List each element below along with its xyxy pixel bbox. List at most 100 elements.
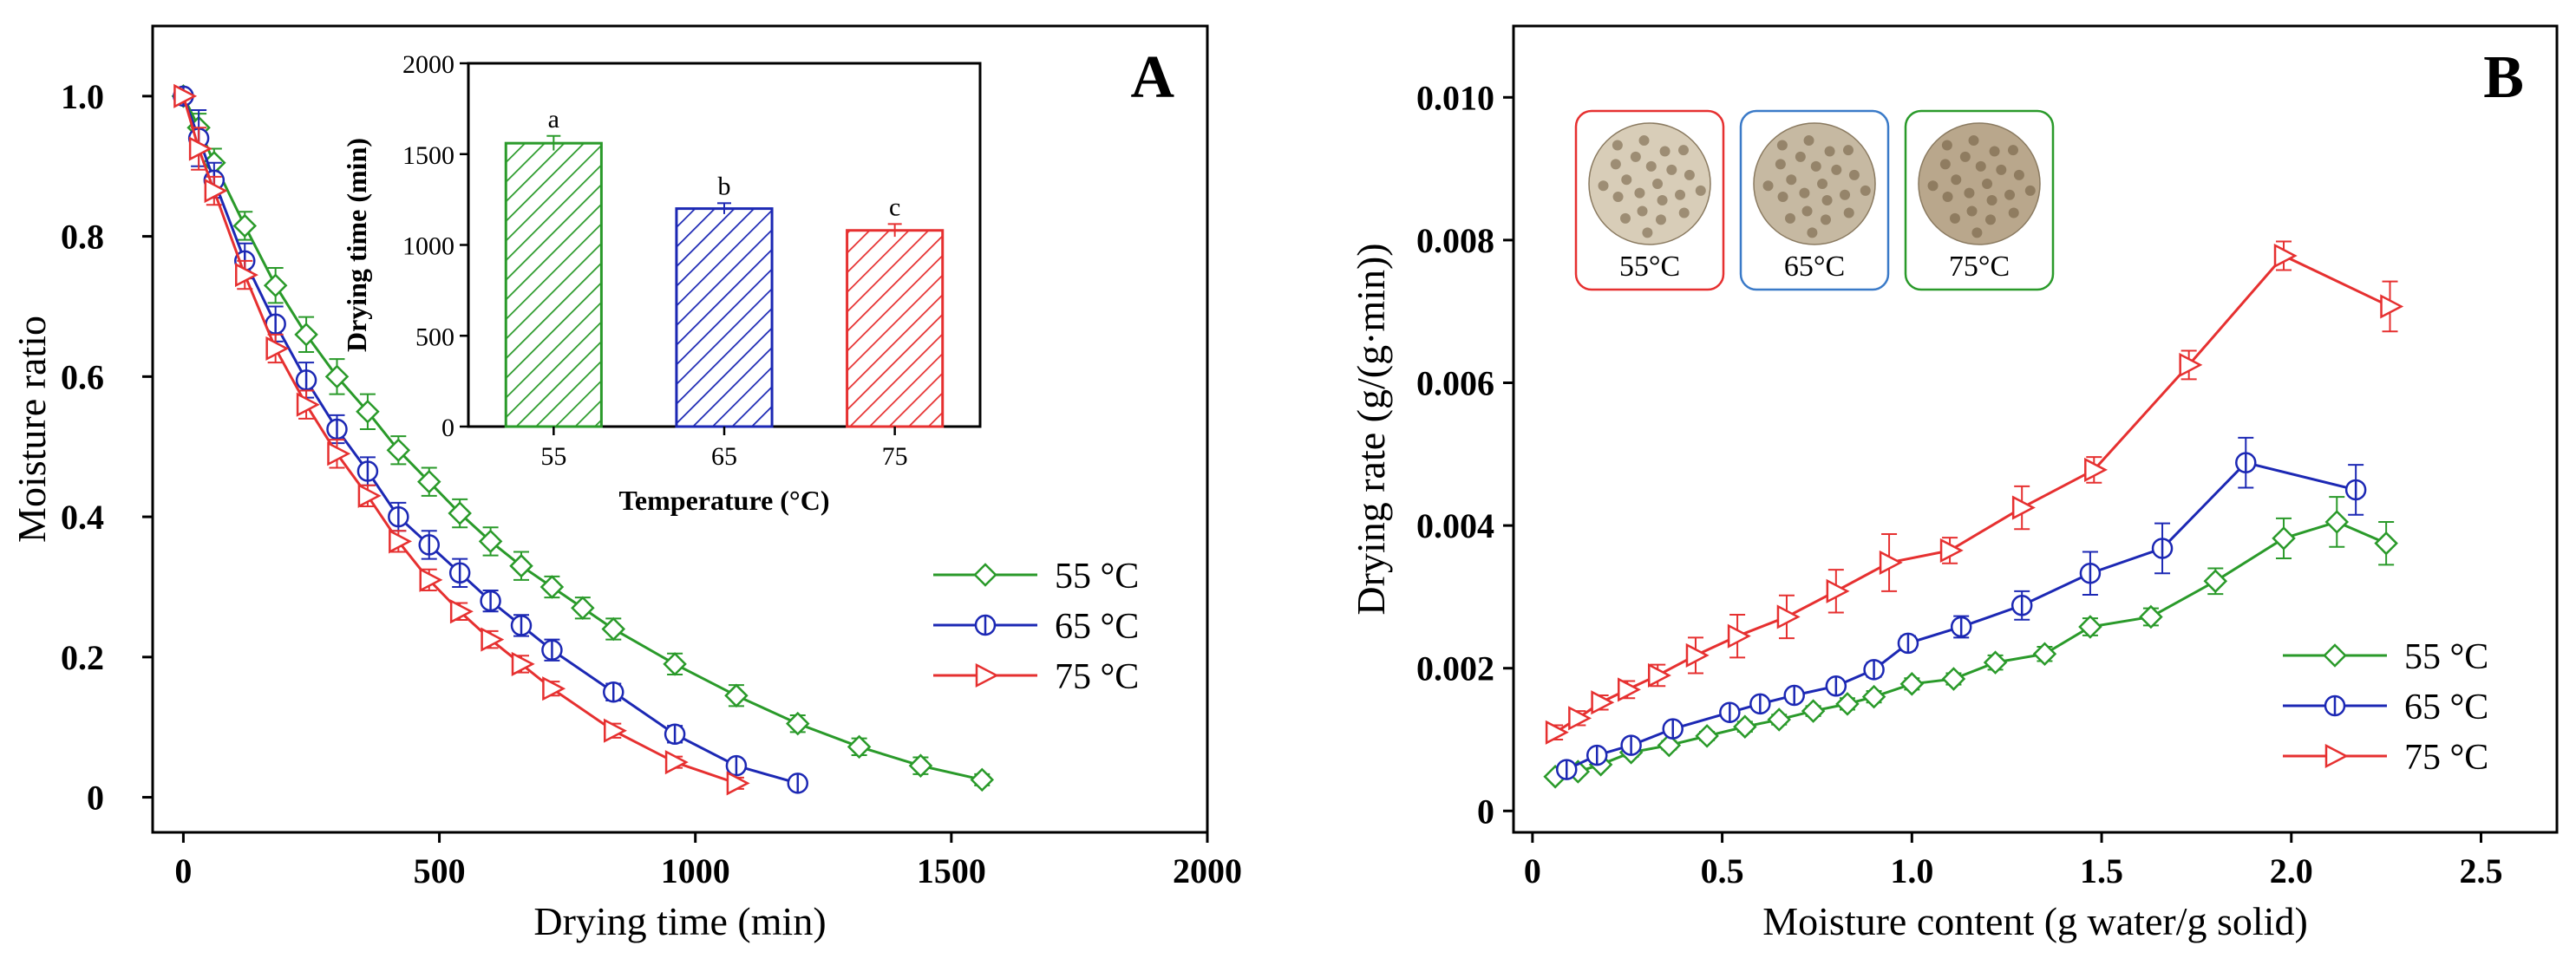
data-point-65-c (2344, 479, 2367, 501)
data-point-55-c (478, 529, 503, 554)
sample-texture-dot (1986, 194, 1997, 205)
sample-texture-dot (2024, 185, 2036, 196)
sample-texture-dot (1971, 227, 1983, 238)
panel-a-moisture-ratio-chart: 0 500 1000 1500 2000 0 0.2 0.4 0.6 0.8 1.0 Drying t… (10, 24, 1242, 943)
y-tick-label-1-0: 1.0 (61, 77, 104, 116)
data-point-65-c (2079, 562, 2102, 584)
legend-label-65-c: 65 °C (2404, 688, 2488, 727)
data-point-55-c (386, 438, 411, 463)
sample-texture-dot (1652, 179, 1664, 189)
data-point-65-c (418, 534, 441, 556)
sample-texture-dot (1645, 160, 1657, 172)
significance-letter-55: a (548, 105, 559, 134)
sample-texture-dot (1810, 160, 1821, 172)
data-point-55-c (663, 652, 687, 676)
x-tick-label-0-5: 0.5 (1701, 851, 1744, 890)
data-point-55-c (416, 469, 441, 494)
inset-y-tick-label-0: 0 (441, 414, 454, 442)
data-point-75-c (188, 136, 212, 161)
data-point-55-c (2272, 526, 2296, 551)
sample-texture-dot (1612, 192, 1624, 203)
data-point-65-c (295, 369, 317, 391)
significance-letter-75: c (889, 192, 900, 221)
data-point-55-c (294, 323, 318, 347)
sample-texture-dot (1621, 174, 1632, 186)
x-tick-label-1000: 1000 (661, 851, 730, 890)
data-point-75-c (2179, 352, 2203, 377)
x-tick-label-500: 500 (414, 851, 466, 890)
y-tick-label-0-002: 0.002 (1416, 649, 1494, 688)
y-tick-label-0-2: 0.2 (61, 638, 104, 677)
inset-x-tick-label-65: 65 (711, 442, 737, 471)
data-point-65-c (356, 460, 379, 482)
data-point-65-c (448, 562, 471, 584)
panel-b-drying-rate-chart: 0 0.5 1.0 1.5 2.0 2.5 0 0.002 0.004 0.006 0.008 0.0… (1349, 24, 2559, 943)
sample-texture-dot (1801, 205, 1813, 217)
data-point-55-c (1657, 733, 1682, 758)
sample-texture-dot (1807, 227, 1818, 238)
data-point-75-c (664, 750, 689, 775)
inset-y-tick-label-1000: 1000 (402, 232, 454, 261)
data-point-75-c (2273, 243, 2298, 269)
data-point-65-c (1555, 759, 1578, 780)
panel-a-inset-drying-time-bar-chart: 0 500 1000 1500 2000 a 55 b 65 c 75 Temperature (°C… (341, 50, 982, 516)
data-point-65-c (1950, 616, 1972, 638)
x-tick-label-2-0: 2.0 (2270, 851, 2313, 890)
sample-texture-dot (1619, 212, 1631, 224)
series-line-65-c (182, 95, 799, 785)
y-tick-label-0-8: 0.8 (61, 218, 104, 257)
data-point-65-c (1825, 675, 1847, 697)
inset-bar-65 (675, 207, 774, 428)
sample-texture-dot (1612, 140, 1623, 151)
data-point-55-c (571, 596, 595, 620)
sample-texture-dot (1927, 180, 1939, 192)
data-point-75-c (1776, 604, 1801, 629)
sample-texture-dot (1941, 140, 1952, 151)
y-tick-label-0-004: 0.004 (1416, 506, 1494, 545)
photo-caption-55-c: 55°C (1619, 251, 1680, 283)
sample-texture-dot (1959, 151, 1971, 162)
sample-texture-dot (1776, 140, 1788, 151)
plot-frame (151, 24, 1209, 834)
sample-texture-dot (1840, 189, 1851, 200)
data-point-55-c (232, 213, 258, 238)
sample-texture-dot (1803, 135, 1814, 147)
data-point-55-c (908, 753, 933, 778)
sample-texture-dot (1842, 145, 1854, 156)
inset-y-tick-label-2000: 2000 (402, 50, 454, 79)
inset-y-tick-label-1500: 1500 (402, 141, 454, 170)
sample-photos: 55°C 65°C 75°C (1574, 109, 2055, 291)
legend-marker-75-c (975, 662, 999, 688)
inset-bar-75 (846, 229, 945, 428)
sample-texture-dot (1843, 207, 1854, 218)
sample-texture-dot (1657, 194, 1668, 205)
sample-texture-dot (1817, 179, 1828, 189)
data-point-55-c (509, 553, 533, 578)
data-point-55-c (1733, 714, 1757, 739)
data-point-65-c (480, 590, 501, 612)
sample-texture-dot (1996, 164, 2007, 175)
data-point-75-c (1568, 706, 1592, 731)
data-point-55-c (2374, 531, 2398, 556)
legend-label-65-c: 65 °C (1055, 607, 1139, 647)
data-point-55-c (1861, 684, 1886, 709)
y-axis-title: Moisture ratio (10, 316, 54, 543)
data-point-55-c (785, 711, 810, 736)
legend-label-75-c: 75 °C (1055, 657, 1139, 697)
x-tick-label-0: 0 (1524, 851, 1541, 890)
sample-texture-dot (1821, 194, 1833, 205)
sample-texture-dot (1762, 180, 1774, 192)
sample-texture-dot (1848, 169, 1860, 180)
data-point-75-c (1879, 550, 1903, 575)
sample-texture-dot (1610, 159, 1621, 170)
sample-texture-dot (1964, 187, 1975, 199)
y-tick-label-0-6: 0.6 (61, 357, 104, 396)
inset-bar-group-75: c (846, 192, 945, 428)
data-point-65-c (725, 754, 748, 777)
data-point-65-c (2010, 595, 2033, 616)
legend: 55 °C 65 °C 75 °C (933, 557, 1139, 697)
sample-texture-dot (1824, 146, 1835, 157)
sample-texture-dot (1677, 145, 1689, 156)
data-point-55-c (2139, 604, 2163, 629)
photo-caption-65-c: 65°C (1784, 251, 1845, 283)
